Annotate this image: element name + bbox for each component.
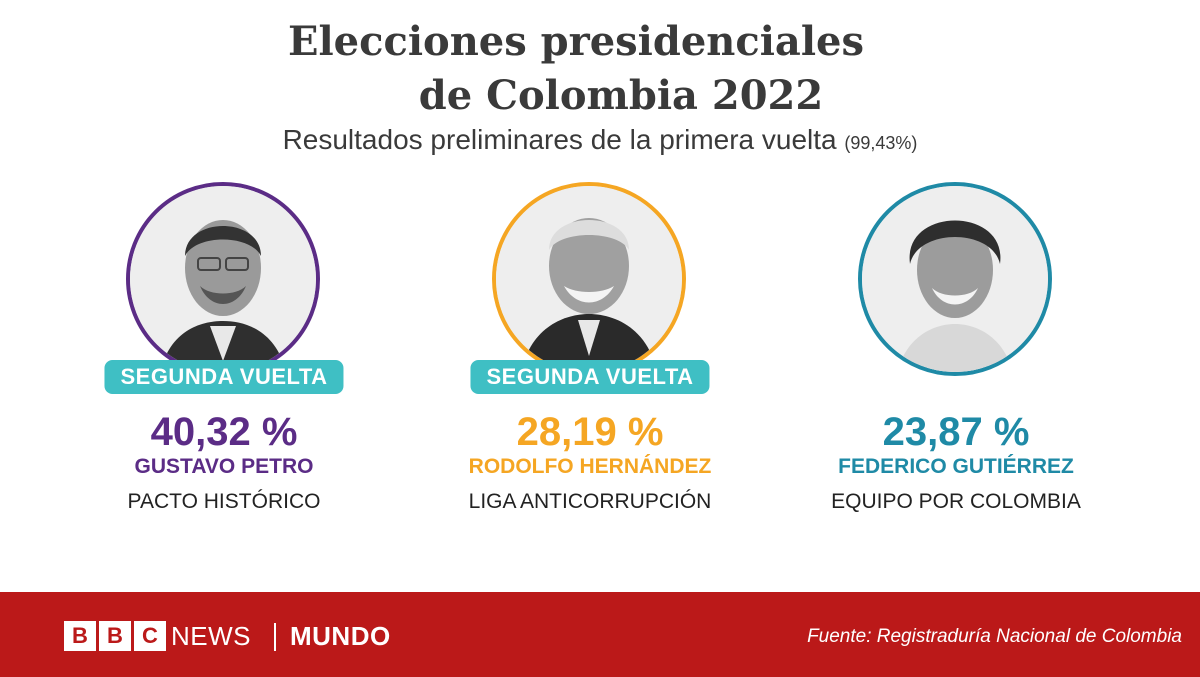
- subtitle-text: Resultados preliminares de la primera vu…: [282, 124, 837, 155]
- candidate-name: FEDERICO GUTIÉRREZ: [838, 455, 1074, 478]
- bbc-logo-letter: B: [99, 621, 131, 651]
- candidate-party: EQUIPO POR COLOMBIA: [831, 490, 1081, 513]
- candidate-photo: [858, 182, 1052, 376]
- bbc-logo-letter: C: [134, 621, 166, 651]
- candidate-percentage: 23,87 %: [882, 410, 1030, 454]
- source-credit: Fuente: Registraduría Nacional de Colomb…: [807, 626, 1182, 647]
- candidate-photo: [492, 182, 686, 376]
- candidate-photo: [126, 182, 320, 376]
- candidate-name: GUSTAVO PETRO: [134, 455, 314, 478]
- bbc-logo: B B C: [64, 621, 166, 651]
- title-line-1: Elecciones presidenciales: [287, 18, 865, 65]
- runoff-badge: SEGUNDA VUELTA: [104, 360, 344, 394]
- candidate-percentage: 28,19 %: [516, 410, 664, 454]
- title-line-2: de Colombia 2022: [418, 72, 824, 119]
- news-wordmark: NEWS: [171, 621, 251, 651]
- candidate-name: RODOLFO HERNÁNDEZ: [468, 455, 712, 478]
- candidate-percentage: 40,32 %: [150, 410, 298, 454]
- candidate-card-petro: SEGUNDA VUELTA 40,32 % GUSTAVO PETRO PAC…: [74, 180, 374, 540]
- candidate-card-gutierrez: 23,87 % FEDERICO GUTIÉRREZ EQUIPO POR CO…: [806, 180, 1106, 540]
- candidate-card-hernandez: SEGUNDA VUELTA 28,19 % RODOLFO HERNÁNDEZ…: [440, 180, 740, 540]
- footer-bar: B B C NEWS MUNDO Fuente: Registraduría N…: [0, 592, 1200, 677]
- subtitle-count: (99,43%): [844, 133, 918, 153]
- mundo-wordmark: MUNDO: [290, 621, 391, 651]
- candidate-party: PACTO HISTÓRICO: [127, 490, 321, 513]
- candidate-party: LIGA ANTICORRUPCIÓN: [468, 490, 712, 513]
- footer-divider: [274, 623, 276, 651]
- bbc-logo-letter: B: [64, 621, 96, 651]
- runoff-badge: SEGUNDA VUELTA: [470, 360, 710, 394]
- subtitle: Resultados preliminares de la primera vu…: [0, 120, 1200, 163]
